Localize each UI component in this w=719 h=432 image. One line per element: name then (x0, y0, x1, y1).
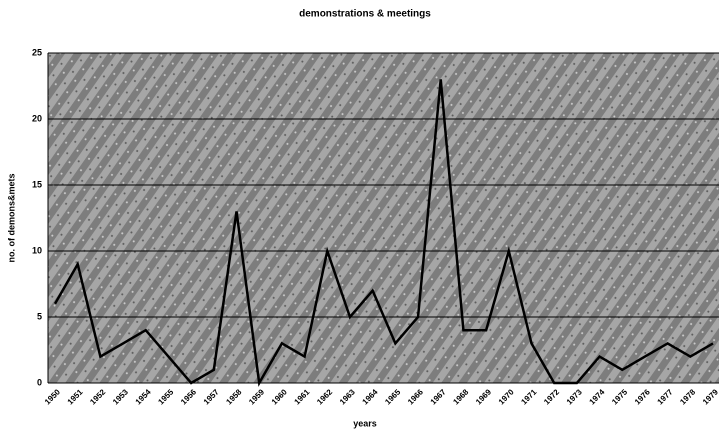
x-tick-label: 1968 (451, 387, 470, 406)
y-tick-label: 5 (37, 311, 42, 321)
x-tick-label: 1955 (156, 387, 175, 406)
y-tick-label: 15 (32, 179, 42, 189)
x-axis-label: years (353, 418, 377, 428)
y-tick-label: 20 (32, 113, 42, 123)
x-tick-label: 1972 (542, 387, 561, 406)
x-tick-label: 1966 (406, 387, 425, 406)
x-tick-label: 1975 (610, 387, 629, 406)
x-tick-label: 1965 (383, 387, 402, 406)
x-tick-label: 1978 (678, 387, 697, 406)
x-tick-label: 1958 (224, 387, 243, 406)
x-tick-label: 1971 (519, 387, 538, 406)
x-tick-label: 1953 (111, 387, 130, 406)
x-tick-label: 1956 (179, 387, 198, 406)
x-tick-label: 1976 (633, 387, 652, 406)
x-tick-label: 1950 (43, 387, 62, 406)
plot-area (48, 53, 719, 383)
x-tick-label: 1959 (247, 387, 266, 406)
x-tick-label: 1960 (270, 387, 289, 406)
x-tick-label: 1967 (429, 387, 448, 406)
y-axis-label: no. of demons&mets (6, 173, 16, 262)
x-tick-label: 1973 (565, 387, 584, 406)
x-tick-label: 1957 (202, 387, 221, 406)
y-tick-label: 0 (37, 377, 42, 387)
x-tick-label: 1979 (701, 387, 719, 406)
y-tick-label: 25 (32, 47, 42, 57)
x-tick-label: 1964 (361, 387, 380, 406)
x-tick-label: 1963 (338, 387, 357, 406)
x-tick-label: 1970 (497, 387, 516, 406)
x-tick-label: 1974 (588, 387, 607, 406)
x-tick-label: 1962 (315, 387, 334, 406)
x-tick-label: 1969 (474, 387, 493, 406)
x-tick-label: 1977 (656, 387, 675, 406)
data-line (53, 79, 714, 387)
x-tick-label: 1951 (66, 387, 85, 406)
x-tick-label: 1961 (293, 387, 312, 406)
chart-title: demonstrations & meetings (299, 9, 431, 20)
x-tick-label: 1952 (88, 387, 107, 406)
y-tick-label: 10 (32, 245, 42, 255)
x-tick-label: 1954 (134, 387, 153, 406)
